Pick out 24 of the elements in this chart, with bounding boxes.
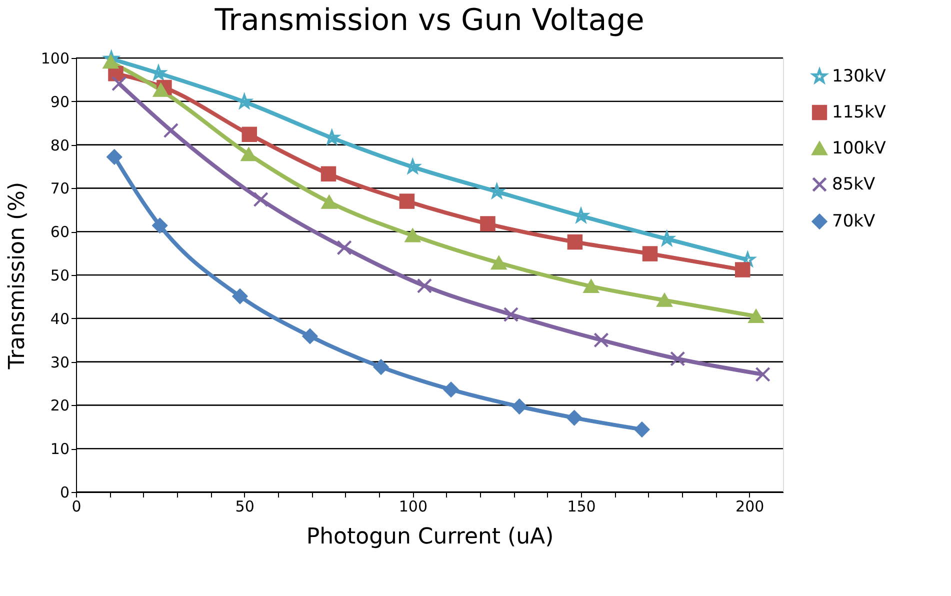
y-tick-label: 80: [50, 136, 70, 154]
y-tick-label: 60: [50, 223, 70, 242]
y-tick-label: 50: [50, 266, 70, 284]
chart-title: Transmission vs Gun Voltage: [214, 2, 644, 38]
x-tick-label: 100: [398, 498, 428, 516]
y-tick-label: 40: [50, 310, 70, 328]
legend-label: 85kV: [832, 174, 876, 194]
x-tick-label: 50: [235, 498, 254, 516]
legend-label: 100kV: [832, 138, 886, 158]
y-tick-label: 100: [40, 50, 70, 68]
y-tick-label: 70: [50, 180, 70, 198]
x-tick-label: 200: [736, 498, 764, 516]
y-tick-label: 30: [50, 353, 70, 372]
legend-label: 115kV: [832, 102, 886, 122]
y-tick-label: 10: [50, 440, 70, 458]
x-tick-label: 150: [567, 498, 596, 516]
legend-label: 130kV: [832, 66, 886, 86]
y-tick-label: 20: [50, 396, 70, 415]
y-axis-title: Transmission (%): [4, 182, 30, 370]
legend-label: 70kV: [832, 212, 876, 232]
x-axis-title: Photogun Current (uA): [306, 524, 554, 550]
y-tick-label: 0: [60, 484, 70, 502]
y-tick-label: 90: [50, 92, 70, 111]
x-tick-label: 0: [72, 498, 82, 516]
